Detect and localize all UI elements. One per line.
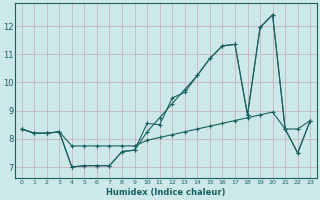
X-axis label: Humidex (Indice chaleur): Humidex (Indice chaleur) [106, 188, 226, 197]
